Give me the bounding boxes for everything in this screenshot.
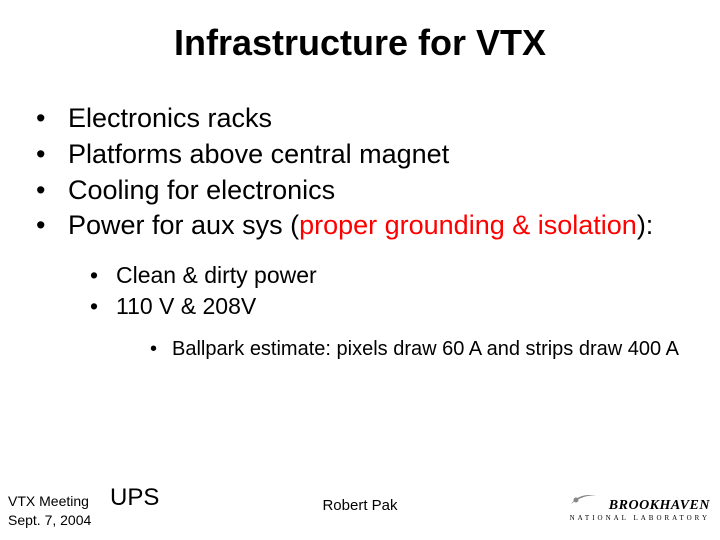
list-item-text: Cooling for electronics [68,174,690,208]
ups-text: UPS [110,484,159,511]
bullet-icon: • [30,102,68,136]
list-item: • Power for aux sys (proper grounding & … [30,209,690,243]
footer-logo: BROOKHAVEN NATIONAL LABORATORY [570,498,710,522]
list-item: • 110 V & 208V [90,292,690,321]
list-item-text: Clean & dirty power [116,261,317,290]
bullet-list-level2: • Clean & dirty power • 110 V & 208V [90,261,690,321]
list-item: • Cooling for electronics [30,174,690,208]
footer-ups-bullet: UPS [110,484,159,512]
list-item-text: Power for aux sys (proper grounding & is… [68,209,690,243]
emphasis-text: proper grounding & isolation [299,210,637,240]
logo-text-bottom: NATIONAL LABORATORY [570,514,710,522]
bullet-list-level1: • Electronics racks • Platforms above ce… [30,102,690,243]
slide-title: Infrastructure for VTX [0,0,720,74]
bullet-list-level3: • Ballpark estimate: pixels draw 60 A an… [150,337,690,362]
footer-author: Robert Pak [322,497,397,514]
list-item: • Clean & dirty power [90,261,690,290]
bullet-icon: • [90,292,116,321]
bullet-icon: • [30,138,68,172]
footer-meeting-name: VTX Meeting [8,492,91,511]
bullet-icon: • [30,209,68,243]
footer-meeting-date: Sept. 7, 2004 [8,511,91,530]
logo-text-top: BROOKHAVEN [570,498,710,514]
bullet-icon: • [90,261,116,290]
list-item-text: Platforms above central magnet [68,138,690,172]
list-item: • Ballpark estimate: pixels draw 60 A an… [150,337,690,362]
bullet-icon: • [30,174,68,208]
list-item-text: Ballpark estimate: pixels draw 60 A and … [172,337,679,362]
slide-content: • Electronics racks • Platforms above ce… [0,74,720,362]
text-fragment: Power for aux sys ( [68,210,299,240]
list-item-text: Electronics racks [68,102,690,136]
list-item: • Platforms above central magnet [30,138,690,172]
text-fragment: ): [637,210,654,240]
bullet-icon: • [150,337,172,362]
list-item: • Electronics racks [30,102,690,136]
list-item-text: 110 V & 208V [116,292,256,321]
slide-footer: VTX Meeting Sept. 7, 2004 UPS Robert Pak… [0,474,720,530]
footer-meeting-info: VTX Meeting Sept. 7, 2004 [8,492,91,530]
